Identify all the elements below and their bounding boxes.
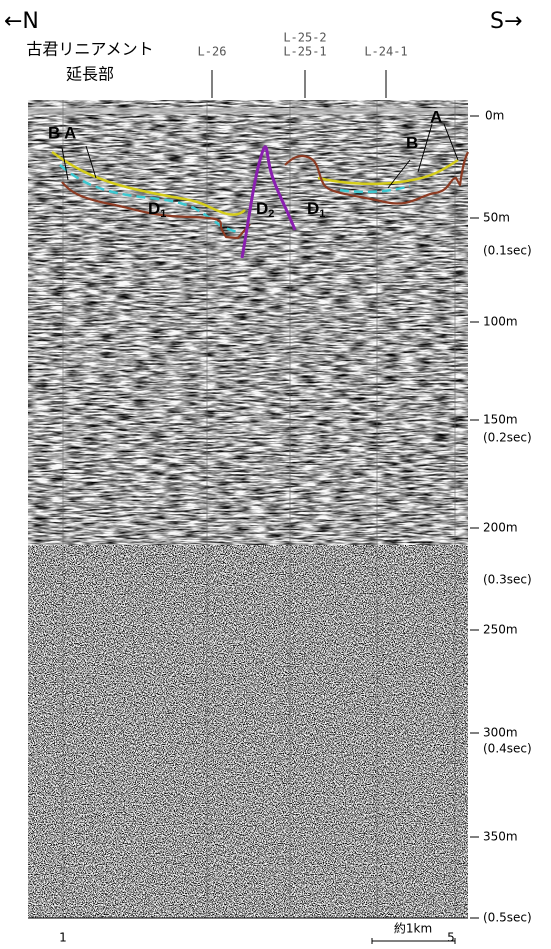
shot-number: 1: [59, 931, 67, 945]
sea-surface-band: [28, 108, 468, 114]
scale-bar: [371, 938, 456, 944]
depth-label: (0.3sec): [483, 573, 532, 587]
scale-label: 約1km: [394, 921, 432, 936]
south-label: S→: [490, 9, 522, 34]
depth-label: (0.4sec): [483, 742, 532, 756]
label-b: B: [48, 123, 60, 142]
reflection-texture: [28, 100, 468, 545]
north-label: ←N: [4, 9, 39, 34]
depth-label: 50m: [483, 211, 510, 225]
depth-ticks: [470, 115, 479, 919]
shot-number: 5: [447, 931, 455, 945]
depth-label: 200m: [483, 521, 518, 535]
horizons: [51, 123, 469, 259]
shot-lines: [62, 100, 456, 918]
depth-label: 0m: [485, 109, 504, 123]
survey-line-label: L-25-2: [283, 31, 326, 45]
label-b: B: [406, 133, 418, 152]
noise-texture: [28, 545, 468, 918]
depth-label: 300m: [483, 726, 518, 740]
depth-label: (0.2sec): [483, 431, 532, 445]
label-d2: D2: [256, 199, 274, 219]
label-d1: D1: [148, 199, 166, 219]
label-a: A: [430, 107, 442, 126]
depth-label: 350m: [483, 830, 518, 844]
lineament-label: 古君リニアメント: [26, 40, 153, 59]
label-a: A: [64, 123, 76, 142]
depth-label: (0.1sec): [483, 244, 532, 258]
survey-line-label: L-26: [198, 45, 227, 59]
lineament-label: 延長部: [66, 65, 114, 84]
survey-line-label: L-24-1: [364, 45, 407, 59]
survey-line-ticks: [211, 70, 387, 98]
label-d1: D1: [307, 199, 325, 219]
depth-label: 250m: [483, 623, 518, 637]
depth-label: (0.5sec): [483, 911, 532, 925]
survey-line-label: L-25-1: [283, 45, 326, 59]
depth-label: 150m: [483, 413, 518, 427]
depth-label: 100m: [483, 315, 518, 329]
